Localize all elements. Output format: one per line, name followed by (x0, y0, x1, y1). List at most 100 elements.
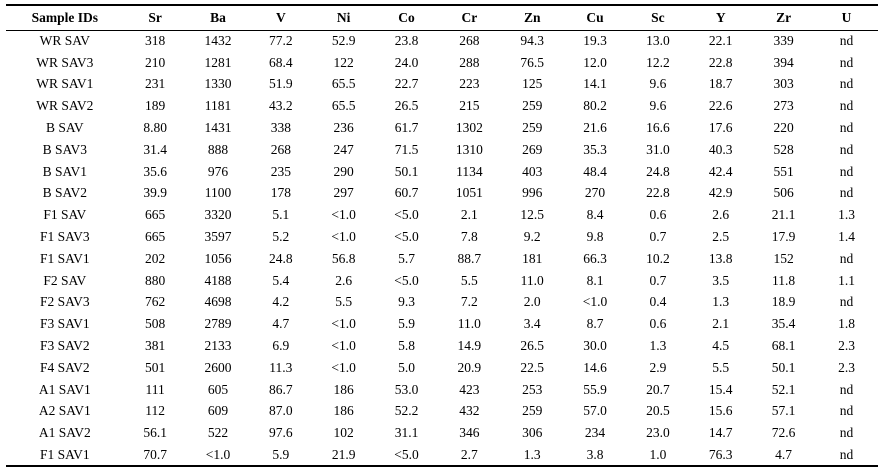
value-cell: 189 (145, 98, 166, 114)
value-cell: 268 (459, 33, 480, 49)
value-cell: 56.1 (143, 425, 167, 441)
table-body: WR SAV 318 1432 77.2 52.9 23.8 268 94.3 19.3 13.0… (6, 30, 878, 466)
value-cell: 2.5 (712, 229, 730, 245)
value-cell: 23.0 (646, 425, 670, 441)
value-cell: 20.9 (457, 359, 482, 375)
value-cell: 22.8 (646, 185, 670, 201)
value-cell: 112 (145, 403, 166, 419)
table-row: F1 SAV 665 3320 5.1 <1.0 <5.0 2.1 12.5 8.4 0.6 2.6… (6, 204, 878, 226)
value-cell: nd (839, 294, 854, 310)
value-cell: 4.7 (775, 446, 793, 462)
value-cell: nd (839, 403, 854, 419)
value-cell: <5.0 (394, 446, 419, 462)
value-cell: 31.1 (394, 425, 419, 441)
value-cell: 5.8 (398, 338, 415, 354)
sample-id-cell: F1 SAV1 (40, 446, 90, 462)
value-cell: 19.3 (583, 33, 607, 49)
value-cell: <1.0 (331, 316, 356, 332)
value-cell: 2133 (204, 338, 232, 354)
value-cell: 339 (773, 33, 794, 49)
value-cell: 57.0 (583, 403, 607, 419)
value-cell: 297 (333, 185, 354, 201)
value-cell: 52.2 (394, 403, 419, 419)
value-cell: 318 (145, 33, 166, 49)
column-header-v: V (275, 9, 286, 25)
value-cell: 259 (522, 120, 543, 136)
value-cell: 976 (207, 163, 229, 179)
table-row: WR SAV2 189 1181 43.2 65.5 26.5 215 259 80.2 9.6 2… (6, 95, 878, 117)
value-cell: 0.4 (649, 294, 667, 310)
value-cell: 94.3 (520, 33, 545, 49)
value-cell: 0.6 (649, 207, 667, 223)
table-row: A2 SAV1 112 609 87.0 186 52.2 432 259 57.0 20.5 15… (6, 401, 878, 423)
value-cell: 12.5 (520, 207, 545, 223)
value-cell: 4.5 (712, 338, 730, 354)
value-cell: 11.3 (269, 359, 293, 375)
value-cell: 53.0 (394, 381, 419, 397)
value-cell: 996 (522, 185, 543, 201)
value-cell: 346 (459, 425, 480, 441)
value-cell: 22.7 (394, 76, 419, 92)
value-cell: 5.1 (272, 207, 290, 223)
value-cell: 18.7 (708, 76, 733, 92)
value-cell: 381 (145, 338, 166, 354)
value-cell: 1431 (204, 120, 232, 136)
value-cell: 20.7 (646, 381, 670, 397)
table-row: B SAV 8.80 1431 338 236 61.7 1302 259 21.6 16.6 17… (6, 117, 878, 139)
value-cell: 48.4 (583, 163, 607, 179)
value-cell: 2600 (204, 359, 232, 375)
value-cell: 13.8 (708, 250, 733, 266)
value-cell: 2.3 (838, 338, 855, 354)
value-cell: 1302 (455, 120, 483, 136)
value-cell: 5.5 (712, 359, 730, 375)
value-cell: 1181 (204, 98, 232, 114)
value-cell: 77.2 (269, 33, 293, 49)
value-cell: 52.1 (771, 381, 796, 397)
value-cell: 7.2 (460, 294, 478, 310)
value-cell: <1.0 (331, 359, 356, 375)
column-header-zn: Zn (523, 9, 541, 25)
value-cell: nd (839, 381, 854, 397)
value-cell: 50.1 (394, 163, 419, 179)
value-cell: nd (839, 163, 854, 179)
sample-id-cell: B SAV3 (42, 141, 88, 157)
value-cell: nd (839, 98, 854, 114)
value-cell: 68.1 (771, 338, 796, 354)
value-cell: 288 (459, 54, 480, 70)
value-cell: 1056 (204, 250, 232, 266)
value-cell: <1.0 (331, 207, 356, 223)
value-cell: 40.3 (708, 141, 733, 157)
value-cell: 4188 (204, 272, 232, 288)
value-cell: 125 (522, 76, 543, 92)
value-cell: 235 (270, 163, 291, 179)
value-cell: 61.7 (394, 120, 419, 136)
value-cell: 551 (773, 163, 794, 179)
value-cell: 11.8 (772, 272, 796, 288)
value-cell: 14.1 (583, 76, 607, 92)
sample-id-cell: B SAV1 (42, 163, 88, 179)
value-cell: nd (839, 446, 854, 462)
value-cell: 43.2 (269, 98, 293, 114)
value-cell: 1310 (455, 141, 483, 157)
table-row: F3 SAV1 508 2789 4.7 <1.0 5.9 11.0 3.4 8.7 0.6 2.1… (6, 313, 878, 335)
sample-id-cell: F1 SAV3 (40, 229, 90, 245)
value-cell: 3320 (204, 207, 232, 223)
value-cell: 268 (270, 141, 291, 157)
value-cell: 888 (207, 141, 229, 157)
value-cell: 186 (333, 381, 354, 397)
sample-id-cell: F2 SAV3 (40, 294, 90, 310)
value-cell: 259 (522, 403, 543, 419)
table-row: F2 SAV 880 4188 5.4 2.6 <5.0 5.5 11.0 8.1 0.7 3.5 1… (6, 270, 878, 292)
value-cell: 2.1 (460, 207, 478, 223)
value-cell: 8.1 (586, 272, 604, 288)
value-cell: 111 (145, 381, 165, 397)
value-cell: 12.0 (583, 54, 607, 70)
value-cell: 1.3 (649, 338, 667, 354)
value-cell: <1.0 (582, 294, 608, 310)
table-row: F1 SAV3 665 3597 5.2 <1.0 <5.0 7.8 9.2 9.8 0.7 2.5… (6, 226, 878, 248)
value-cell: 2.1 (712, 316, 730, 332)
value-cell: 1100 (204, 185, 232, 201)
value-cell: 14.9 (457, 338, 482, 354)
value-cell: 24.0 (394, 54, 419, 70)
table-row: F2 SAV3 762 4698 4.2 5.5 9.3 7.2 2.0 <1.0 0.4 1.3 1… (6, 292, 878, 314)
